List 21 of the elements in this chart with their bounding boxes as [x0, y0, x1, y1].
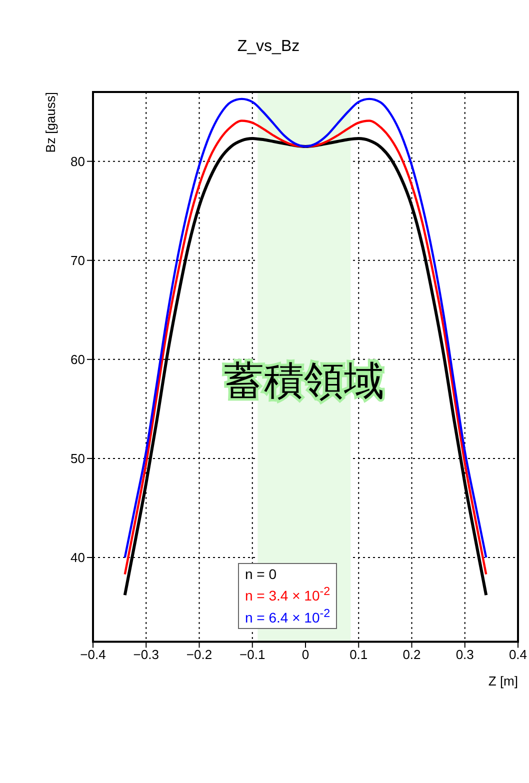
x-tick-label: 0.4 [508, 646, 528, 662]
x-tick-label: −0.1 [240, 646, 266, 662]
y-tick-label: 50 [70, 451, 85, 466]
x-tick-label: −0.3 [133, 646, 159, 662]
x-tick-label: −0.2 [186, 646, 212, 662]
chart-title: Z_vs_Bz [236, 38, 301, 56]
band-label: 蓄積領域 [224, 358, 384, 404]
y-tick-label: 60 [70, 352, 85, 368]
x-tick-label: 0 [302, 646, 310, 662]
text: n = 3.4 × 10$^{-2}$ [245, 584, 330, 605]
y-tick-label: 80 [70, 154, 85, 169]
x-tick-label: 0.3 [456, 646, 474, 662]
y-axis-title: Bz [gauss] [43, 92, 58, 153]
x-axis-title: Z [m] [488, 674, 518, 689]
x-tick-label: 0.1 [350, 646, 368, 662]
y-tick-label: 40 [70, 550, 85, 566]
text: n = 0 [245, 566, 278, 583]
x-tick-label: −0.4 [80, 646, 106, 662]
text: n = 6.4 × 10$^{-2}$ [245, 606, 330, 626]
y-tick-label: 70 [70, 252, 85, 268]
x-tick-label: 0.2 [402, 646, 421, 662]
